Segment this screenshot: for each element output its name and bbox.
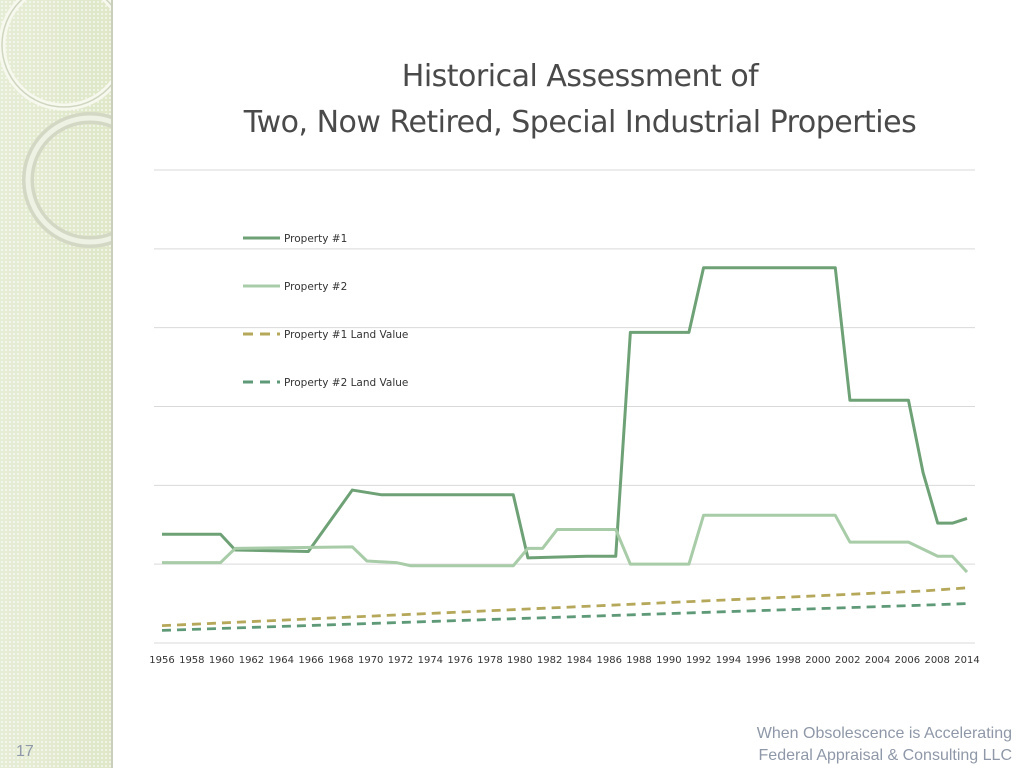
- x-tick-label-1966: 1966: [298, 655, 323, 666]
- x-tick-label-2006: 2006: [895, 655, 920, 666]
- series-line-4: [161, 602, 968, 632]
- legend-label-3: Property #1 Land Value: [284, 329, 408, 341]
- x-tick-label-1956: 1956: [149, 655, 174, 666]
- x-tick-label-1984: 1984: [567, 655, 592, 666]
- title-line-1: Historical Assessment of: [401, 59, 759, 94]
- decorative-side-panel: [0, 0, 113, 768]
- x-tick-label-1998: 1998: [775, 655, 800, 666]
- series-line-2: [162, 513, 969, 574]
- footer-line-2: Federal Appraisal & Consulting LLC: [758, 747, 1012, 764]
- decorative-circles: [0, 0, 113, 248]
- x-tick-label-1992: 1992: [686, 655, 711, 666]
- legend-label-2: Property #2: [284, 281, 347, 293]
- footer-line-1: When Obsolescence is Accelerating: [756, 725, 1012, 742]
- x-tick-label-1994: 1994: [716, 655, 741, 666]
- x-tick-label-1962: 1962: [239, 655, 264, 666]
- legend-label-4: Property #2 Land Value: [284, 377, 408, 389]
- x-tick-label-1964: 1964: [269, 655, 294, 666]
- x-tick-label-2002: 2002: [835, 655, 860, 666]
- x-tick-label-1982: 1982: [537, 655, 562, 666]
- x-tick-label-1978: 1978: [477, 655, 502, 666]
- x-tick-label-1996: 1996: [746, 655, 771, 666]
- footer: When Obsolescence is Accelerating Federa…: [757, 723, 1012, 767]
- x-tick-label-1972: 1972: [388, 655, 413, 666]
- slide-title: Historical Assessment of Two, Now Retire…: [150, 54, 1010, 146]
- x-tick-label-1990: 1990: [656, 655, 681, 666]
- x-tick-label-1970: 1970: [358, 655, 383, 666]
- series-line-3: [161, 586, 968, 628]
- x-tick-label-2004: 2004: [865, 655, 890, 666]
- x-tick-label-1960: 1960: [209, 655, 234, 666]
- x-tick-label-1974: 1974: [418, 655, 443, 666]
- x-tick-label-1976: 1976: [447, 655, 472, 666]
- title-line-2: Two, Now Retired, Special Industrial Pro…: [243, 105, 917, 140]
- legend-label-1: Property #1: [284, 233, 347, 245]
- x-tick-label-2014: 2014: [954, 655, 979, 666]
- x-tick-label-1968: 1968: [328, 655, 353, 666]
- x-tick-label-2008: 2008: [924, 655, 949, 666]
- x-tick-label-2000: 2000: [805, 655, 830, 666]
- side-divider: [111, 0, 113, 768]
- x-tick-label-1958: 1958: [179, 655, 204, 666]
- page-number: 17: [16, 743, 34, 760]
- x-tick-label-1980: 1980: [507, 655, 532, 666]
- series-line-1: [162, 266, 968, 560]
- x-tick-label-1988: 1988: [626, 655, 651, 666]
- x-tick-label-1986: 1986: [596, 655, 621, 666]
